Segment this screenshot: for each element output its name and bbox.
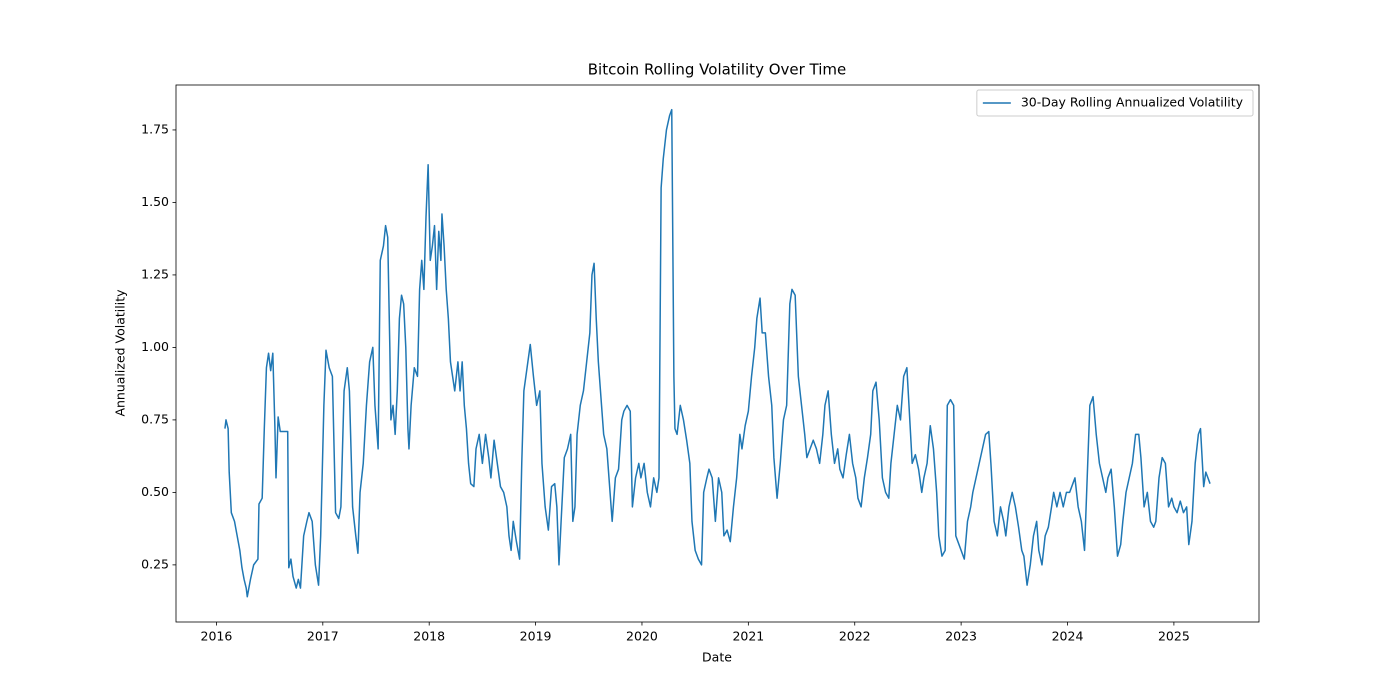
x-tick-label: 2022 [839, 629, 871, 644]
x-tick-label: 2018 [413, 629, 445, 644]
x-tick-label: 2024 [1052, 629, 1084, 644]
y-tick-label: 0.50 [141, 484, 169, 499]
legend: 30-Day Rolling Annualized Volatility [976, 89, 1254, 117]
x-tick-label: 2020 [626, 629, 658, 644]
x-axis-label: Date [702, 650, 732, 665]
y-tick-label: 0.75 [141, 411, 169, 426]
y-axis-label: Annualized Volatility [113, 289, 128, 417]
y-tick-label: 0.25 [141, 556, 169, 571]
legend-box [976, 89, 1254, 117]
x-tick-label: 2021 [732, 629, 764, 644]
y-tick-label: 1.50 [141, 194, 169, 209]
series-line [224, 108, 1211, 598]
x-tick-label: 2017 [307, 629, 339, 644]
x-tick-label: 2023 [945, 629, 977, 644]
y-tick-label: 1.25 [141, 266, 169, 281]
y-tick-label: 1.75 [141, 121, 169, 136]
x-tick-label: 2019 [520, 629, 552, 644]
y-tick-label: 1.00 [141, 339, 169, 354]
plot-frame [175, 84, 1260, 623]
x-tick-label: 2025 [1158, 629, 1190, 644]
legend-label: 30-Day Rolling Annualized Volatility [1021, 95, 1244, 110]
x-tick-label: 2016 [201, 629, 233, 644]
chart-title: Bitcoin Rolling Volatility Over Time [588, 61, 847, 79]
